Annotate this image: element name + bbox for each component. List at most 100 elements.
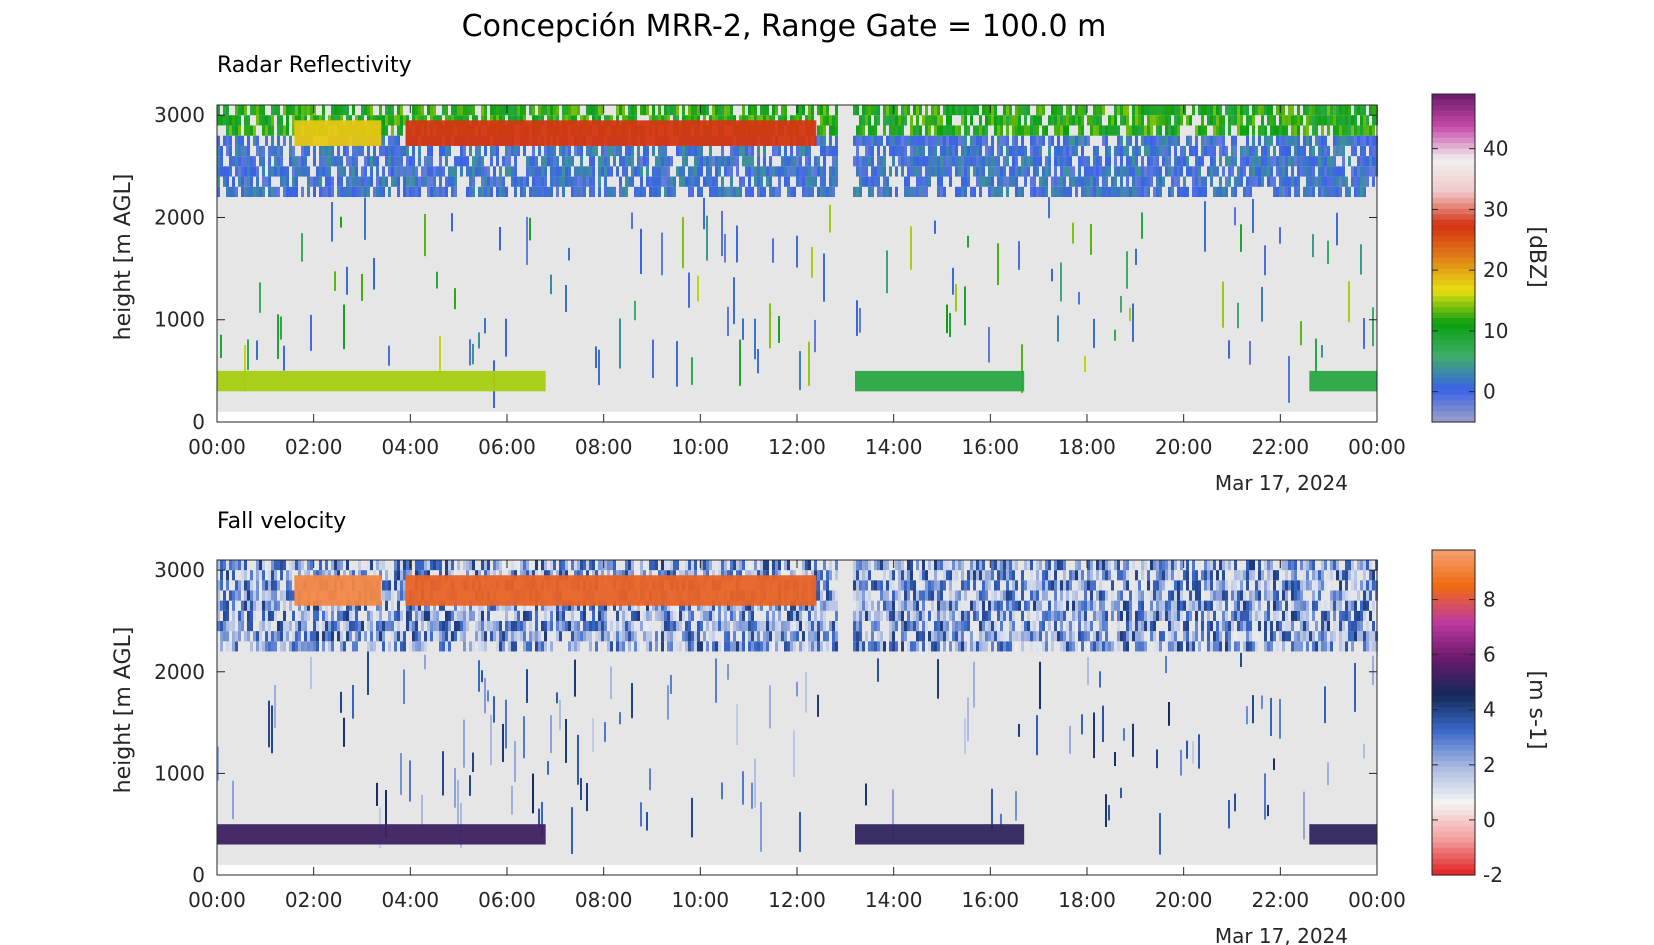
echo-cell	[1228, 115, 1231, 126]
echo-cell	[1159, 145, 1162, 157]
echo-cell	[1033, 145, 1036, 157]
echo-cell	[1036, 580, 1039, 591]
echo-cell	[280, 145, 283, 157]
echo-cell	[1042, 186, 1045, 198]
echo-cell	[226, 166, 229, 177]
echo-cell	[742, 176, 745, 187]
echo-cell	[472, 156, 475, 167]
echo-cell	[577, 176, 580, 187]
echo-cell	[661, 156, 664, 167]
echo-streak	[649, 768, 651, 791]
echo-cell	[1318, 135, 1321, 146]
echo-cell	[1012, 115, 1015, 126]
echo-cell	[466, 620, 469, 632]
echo-streak	[952, 267, 954, 295]
echo-cell	[889, 166, 892, 177]
echo-cell	[475, 166, 478, 177]
echo-cell	[958, 135, 961, 146]
echo-cell	[340, 105, 343, 116]
echo-cell	[580, 186, 583, 198]
echo-cell	[781, 620, 784, 632]
echo-cell	[1252, 145, 1255, 157]
echo-cell	[910, 186, 913, 198]
echo-cell	[277, 580, 280, 591]
echo-cell	[520, 620, 523, 632]
echo-cell	[817, 186, 820, 198]
echo-cell	[307, 186, 310, 198]
echo-cell	[328, 156, 331, 167]
echo-cell	[451, 176, 454, 187]
echo-cell	[1045, 580, 1048, 591]
echo-cell	[700, 105, 703, 116]
echo-cell	[1192, 105, 1195, 116]
echo-cell	[997, 115, 1000, 126]
echo-cell	[1138, 125, 1141, 136]
echo-cell	[451, 186, 454, 198]
echo-cell	[424, 156, 427, 167]
echo-cell	[1054, 580, 1057, 591]
echo-cell	[478, 631, 481, 642]
echo-cell	[706, 166, 709, 177]
echo-cell	[928, 631, 931, 642]
echo-cell	[997, 560, 1000, 571]
echo-cell	[328, 176, 331, 187]
echo-cell	[400, 145, 403, 157]
echo-cell	[1159, 186, 1162, 198]
echo-cell	[955, 125, 958, 136]
echo-cell	[1249, 186, 1252, 198]
echo-cell	[277, 620, 280, 632]
echo-cell	[958, 600, 961, 611]
echo-cell	[829, 115, 832, 126]
echo-cell	[706, 105, 709, 116]
echo-cell	[1285, 145, 1288, 157]
echo-cell	[1267, 135, 1270, 146]
echo-cell	[397, 135, 400, 146]
echo-cell	[523, 641, 526, 652]
echo-cell	[433, 631, 436, 642]
echo-cell	[823, 125, 826, 136]
colorbar-segment	[1432, 148, 1475, 155]
echo-cell	[1144, 176, 1147, 187]
echo-cell	[445, 145, 448, 157]
echo-cell	[1003, 631, 1006, 642]
echo-cell	[1195, 135, 1198, 146]
echo-cell	[274, 590, 277, 601]
echo-cell	[433, 610, 436, 621]
echo-cell	[397, 186, 400, 198]
echo-cell	[448, 641, 451, 652]
echo-cell	[1129, 156, 1132, 167]
echo-cell	[283, 620, 286, 632]
echo-cell	[1054, 115, 1057, 126]
echo-cell	[421, 560, 424, 571]
echo-cell	[1060, 166, 1063, 177]
echo-cell	[874, 560, 877, 571]
echo-cell	[724, 620, 727, 632]
colorbar-segment	[1432, 394, 1475, 401]
echo-cell	[1009, 590, 1012, 601]
echo-cell	[334, 156, 337, 167]
echo-cell	[934, 125, 937, 136]
echo-cell	[712, 641, 715, 652]
echo-cell	[424, 641, 427, 652]
echo-cell	[1183, 145, 1186, 157]
echo-cell	[913, 620, 916, 632]
echo-cell	[667, 560, 670, 571]
echo-cell	[1138, 641, 1141, 652]
echo-cell	[673, 631, 676, 642]
echo-cell	[664, 610, 667, 621]
echo-cell	[766, 641, 769, 652]
echo-cell	[1264, 105, 1267, 116]
echo-cell	[439, 641, 442, 652]
echo-cell	[685, 176, 688, 187]
echo-cell	[883, 641, 886, 652]
echo-cell	[811, 166, 814, 177]
echo-cell	[232, 600, 235, 611]
echo-cell	[814, 560, 817, 571]
echo-streak	[1105, 794, 1107, 827]
echo-cell	[742, 620, 745, 632]
echo-cell	[1093, 186, 1096, 198]
echo-cell	[364, 105, 367, 116]
echo-cell	[1003, 570, 1006, 581]
echo-cell	[310, 560, 313, 571]
